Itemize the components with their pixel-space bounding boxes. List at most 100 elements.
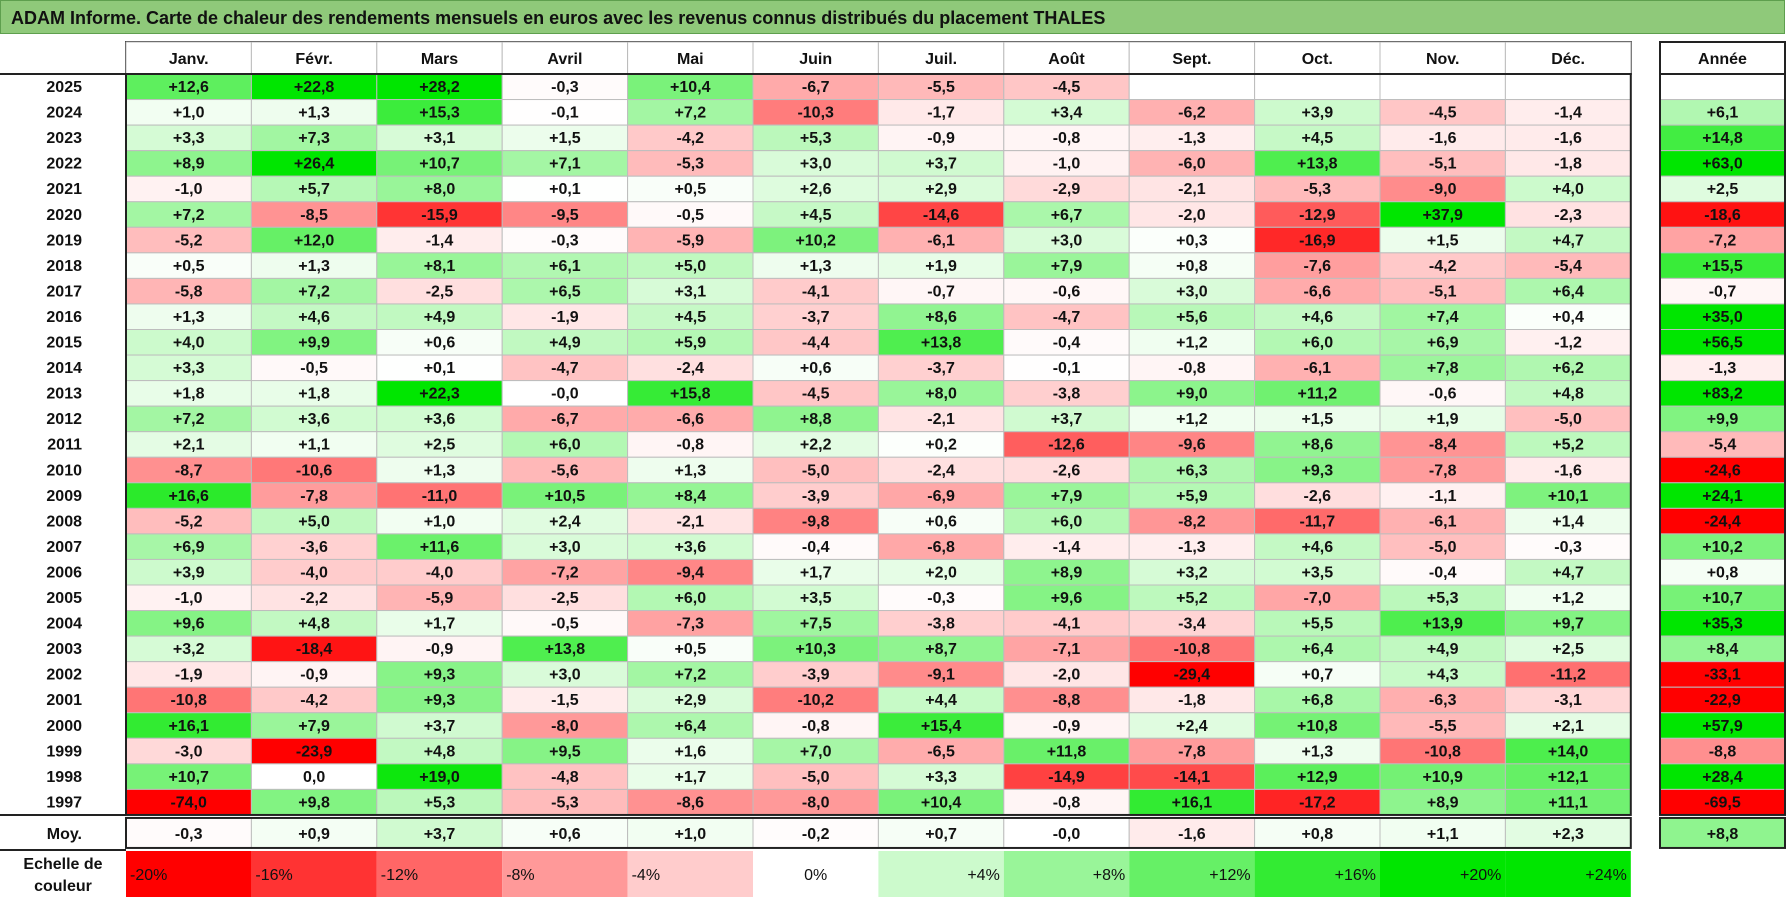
cell-value: +15,4 (921, 718, 962, 735)
column-header-10: Oct. (1302, 51, 1333, 68)
color-scale-label: 0% (804, 867, 827, 884)
cell-value: +10,7 (419, 156, 460, 173)
heatmap-cell (1254, 252, 1381, 279)
heatmap-cell (125, 763, 252, 790)
heatmap-cell (1254, 380, 1381, 407)
cell-value: +1,3 (298, 105, 330, 122)
cell-value: -3,1 (1554, 692, 1582, 709)
heatmap-cell (1003, 763, 1130, 790)
cell-value: -5,9 (677, 232, 705, 249)
cell-value: +8,7 (925, 641, 957, 658)
cell-value: +1,2 (1176, 411, 1208, 428)
cell-value: -1,7 (927, 105, 955, 122)
cell-value: +12,0 (294, 232, 335, 249)
cell-value: +4,8 (1552, 386, 1584, 403)
cell-value: +7,5 (800, 616, 832, 633)
cell-value: -2,1 (677, 513, 705, 530)
cell-value: +1,0 (173, 105, 205, 122)
row-year-label: 2018 (46, 258, 82, 275)
cell-value: -10,8 (170, 692, 207, 709)
cell-value: +7,1 (549, 156, 581, 173)
row-year-label: 2023 (46, 130, 82, 147)
header-cell (1128, 41, 1256, 75)
cell-value: +3,1 (424, 130, 456, 147)
average-value: -0,2 (802, 826, 830, 843)
average-value: +1,1 (1427, 826, 1459, 843)
cell-value: +9,3 (1302, 462, 1334, 479)
heatmap-cell (1254, 329, 1381, 356)
row-year-label: 2025 (46, 79, 82, 96)
average-value: +1,0 (675, 826, 707, 843)
cell-value: -3,4 (1178, 616, 1206, 633)
cell-value: -9,4 (677, 564, 705, 581)
annual-value: -18,6 (1704, 207, 1741, 224)
cell-value: -2,1 (927, 411, 955, 428)
cell-value: +4,7 (1552, 564, 1584, 581)
heatmap-cell (752, 277, 879, 305)
cell-value: -0,8 (1178, 360, 1206, 377)
cell-value: -9,1 (927, 667, 955, 684)
annual-column-header: Année (1698, 51, 1747, 68)
annual-value: +63,0 (1702, 156, 1743, 173)
cell-value: +9,6 (173, 616, 205, 633)
color-scale-label: -16% (255, 867, 292, 884)
cell-value: -1,5 (551, 692, 579, 709)
color-scale-swatch (878, 851, 1004, 897)
cell-value: +37,9 (1422, 207, 1463, 224)
heatmap-cell (1254, 686, 1381, 714)
cell-value: -2,4 (927, 462, 955, 479)
cell-value: -8,7 (175, 462, 203, 479)
cell-value: -5,3 (551, 794, 579, 811)
cell-value: +3,0 (549, 539, 581, 556)
cell-value: -6,6 (677, 411, 705, 428)
color-scale-label: +24% (1585, 867, 1626, 884)
heatmap-cell (877, 635, 1005, 663)
annual-header-cell (1659, 41, 1786, 75)
row-year-label: 2000 (46, 718, 82, 735)
heatmap-cell (376, 763, 503, 790)
header-cell (752, 41, 879, 75)
color-scale-label: +12% (1209, 867, 1250, 884)
average-frame (125, 816, 1632, 849)
annual-value: +6,1 (1707, 105, 1739, 122)
heatmap-cell (1379, 380, 1506, 407)
row-year-label: 2015 (46, 335, 82, 352)
cell-value: +9,6 (1051, 590, 1083, 607)
cell-value: -0,9 (426, 641, 454, 658)
cell-value: -4,5 (1429, 105, 1457, 122)
cell-value: +3,4 (1051, 105, 1083, 122)
cell-value: -0,7 (927, 283, 955, 300)
cell-value: -0,9 (300, 667, 328, 684)
cell-value: -2,3 (1554, 207, 1582, 224)
cell-value: -6,9 (927, 488, 955, 505)
annual-value: +83,2 (1702, 386, 1743, 403)
cell-value: +0,6 (925, 513, 957, 530)
cell-value: -5,1 (1429, 283, 1457, 300)
cell-value: +13,8 (545, 641, 586, 658)
heatmap-cell (125, 150, 252, 177)
heatmap-cell (1254, 584, 1381, 612)
cell-value: 0,0 (303, 769, 325, 786)
cell-value: -7,0 (1304, 590, 1332, 607)
cell-value: -5,3 (677, 156, 705, 173)
cell-value: -2,5 (426, 283, 454, 300)
heatmap-cell (1254, 99, 1381, 126)
cell-value: +0,4 (1552, 309, 1584, 326)
annual-value: +0,8 (1707, 564, 1739, 581)
cell-value: +5,0 (675, 258, 707, 275)
annual-value: -24,6 (1704, 462, 1741, 479)
cell-value: -0,8 (677, 437, 705, 454)
cell-value: -4,2 (1429, 258, 1457, 275)
cell-value: +5,7 (298, 181, 330, 198)
heatmap-cell (752, 380, 879, 407)
cell-value: +2,4 (549, 513, 581, 530)
cell-value: +9,0 (1176, 386, 1208, 403)
heatmap-cell (501, 329, 629, 356)
cell-value: -1,9 (175, 667, 203, 684)
cell-value: -5,6 (551, 462, 579, 479)
heatmap-cell (752, 252, 879, 279)
row-year-label: 1997 (46, 794, 82, 811)
cell-value: +2,5 (1552, 641, 1584, 658)
heatmap-cell (1254, 610, 1381, 637)
cell-value: -10,8 (1424, 743, 1461, 760)
